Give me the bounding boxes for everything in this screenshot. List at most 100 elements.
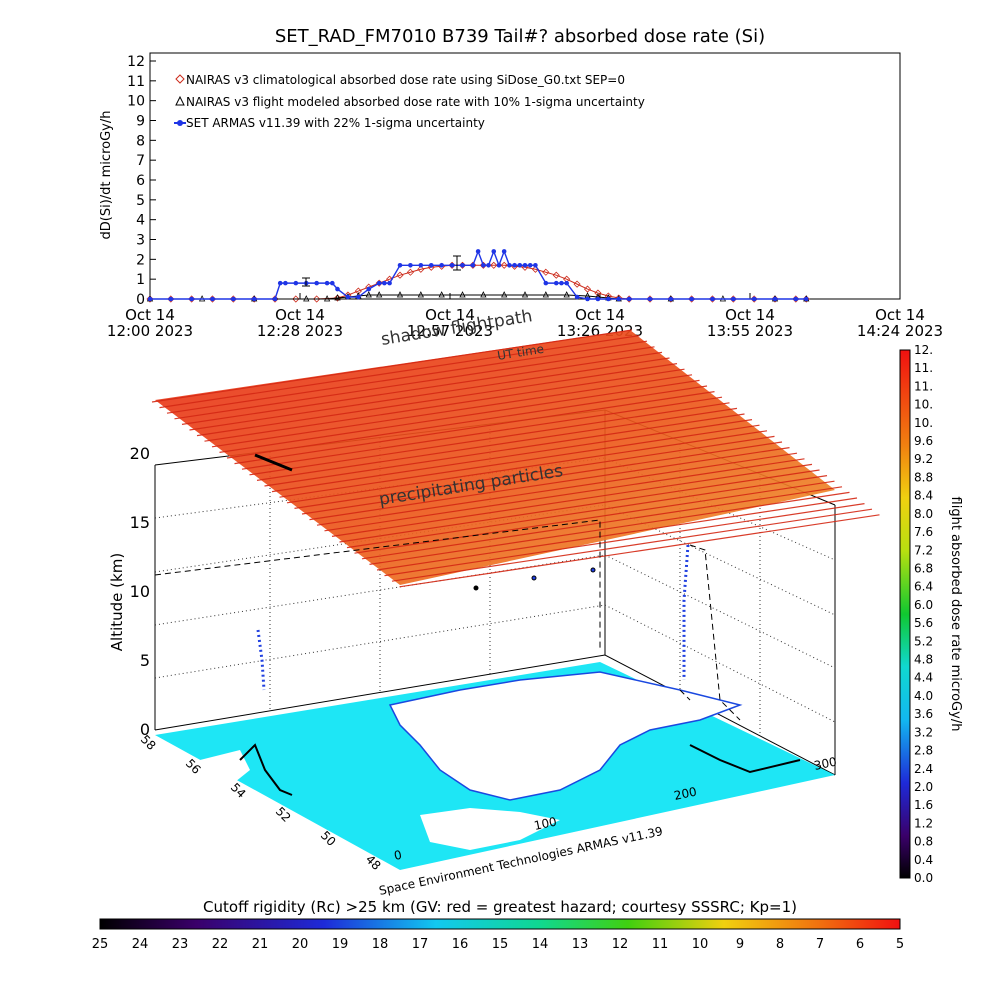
colorbar-tick-label: 7.2	[914, 543, 933, 557]
sheet-line	[174, 346, 655, 420]
colorbar-tick-label: 8.8	[914, 470, 933, 484]
y-tick-label: 5	[136, 193, 145, 209]
x-tick-label: Oct 14	[725, 306, 775, 324]
data-point	[594, 289, 602, 297]
colorbar-label: flight absorbed dose rate microGy/h	[948, 497, 963, 732]
rigidity-tick-label: 20	[292, 937, 309, 952]
colorbar-tick-label: 3.2	[914, 725, 933, 739]
data-point	[595, 296, 601, 302]
altitude-axis-ticks: 0 5 10 15 20	[130, 444, 150, 739]
data-point	[189, 296, 194, 302]
data-point	[438, 291, 445, 298]
sheet-line	[241, 396, 723, 470]
lon-tick-label: 0	[393, 848, 403, 863]
land-area	[420, 808, 560, 850]
sheet-line	[339, 469, 820, 543]
z-tick-label: 15	[130, 513, 150, 532]
sheet-line	[256, 407, 738, 481]
data-point	[772, 296, 778, 302]
altitude-axis-label: Altitude (km)	[108, 553, 126, 651]
data-point	[397, 262, 403, 268]
colorbar-tick-label: 0.0	[914, 871, 933, 885]
y-tick-label: 3	[136, 233, 145, 249]
y-tick-label: 0	[136, 292, 145, 308]
colorbar-tick-label: 4.4	[914, 671, 933, 685]
data-point	[573, 280, 581, 288]
x-tick-label: 13:55 2023	[707, 322, 793, 340]
data-point	[564, 280, 569, 286]
x-tick-label: 12:57 2023	[407, 322, 493, 340]
rigidity-tick-label: 8	[776, 937, 784, 952]
colorbar-tick-label: 9.6	[914, 434, 933, 448]
data-point	[314, 280, 319, 286]
sheet-line	[399, 514, 880, 588]
sheet-line	[361, 486, 843, 560]
data-point	[365, 291, 372, 298]
data-point	[417, 265, 425, 273]
y-tick-label: 7	[136, 153, 145, 169]
data-point	[606, 296, 611, 302]
data-point	[803, 296, 809, 302]
track-segment	[254, 453, 293, 472]
colorbar-tick-label: 3.6	[914, 707, 933, 721]
sheet-line	[196, 363, 678, 437]
sheet-line	[189, 357, 670, 431]
data-point	[292, 295, 300, 303]
data-point	[428, 262, 434, 268]
data-point	[277, 280, 283, 286]
rigidity-tick-label: 15	[492, 937, 509, 952]
grid-line	[154, 604, 606, 679]
colorbar-tick-label: 6.8	[914, 561, 933, 575]
track-point	[473, 585, 479, 591]
data-point	[507, 262, 512, 268]
data-point	[387, 280, 392, 286]
chart-title: SET_RAD_FM7010 B739 Tail#? absorbed dose…	[275, 26, 765, 47]
x-tick-label: Oct 14	[125, 306, 175, 324]
data-point	[460, 262, 465, 268]
rigidity-tick-label: 22	[212, 937, 229, 952]
data-point	[563, 291, 570, 298]
data-point	[396, 291, 404, 298]
colorbar-tick-label: 12.	[914, 343, 933, 357]
data-point	[491, 249, 497, 254]
colorbar-tick-label: 11.	[914, 361, 933, 375]
rigidity-tick-label: 19	[332, 937, 349, 952]
colorbar-tick-label: 5.6	[914, 616, 933, 630]
rigidity-label: Cutoff rigidity (Rc) >25 km (GV: red = g…	[203, 898, 797, 916]
data-point	[500, 261, 508, 269]
colorbar-tick-label: 2.0	[914, 780, 933, 794]
dot-marker-icon	[177, 120, 183, 126]
data-point	[559, 280, 564, 286]
colorbar-tick-label: 6.4	[914, 580, 933, 594]
data-point	[480, 291, 487, 298]
data-point	[382, 280, 387, 286]
data-point	[313, 295, 321, 303]
data-point	[517, 262, 523, 268]
sheet-line	[346, 475, 828, 549]
data-point	[449, 262, 455, 268]
sheet-line	[301, 441, 783, 515]
rigidity-tick-label: 10	[692, 937, 709, 952]
data-point	[512, 262, 517, 268]
rigidity-tick-label: 7	[816, 937, 824, 952]
sheet-line	[264, 413, 745, 487]
sheet-line	[391, 508, 873, 582]
data-point	[283, 280, 288, 286]
data-point	[496, 262, 502, 268]
sheet-line	[159, 335, 640, 409]
legend-item-nairas-flight: NAIRAS v3 flight modeled absorbed dose r…	[175, 95, 645, 109]
land-area	[200, 750, 250, 790]
grid-line	[604, 554, 836, 669]
colorbar-tick-label: 4.8	[914, 653, 933, 667]
rigidity-colorbar: Cutoff rigidity (Rc) >25 km (GV: red = g…	[92, 898, 904, 952]
data-point	[251, 296, 257, 302]
y-tick-label: 6	[136, 173, 145, 189]
rigidity-ticks: 25 24 23 22 21 20 19 18 17 16 15 14 13 12 11 10 9 8 7 6 5	[92, 937, 904, 952]
grid-line	[604, 504, 836, 616]
land-area	[390, 672, 740, 800]
rigidity-tick-label: 11	[652, 937, 669, 952]
sheet-line	[151, 329, 633, 403]
data-point	[470, 262, 476, 268]
colorbar-tick-label: 2.4	[914, 762, 933, 776]
